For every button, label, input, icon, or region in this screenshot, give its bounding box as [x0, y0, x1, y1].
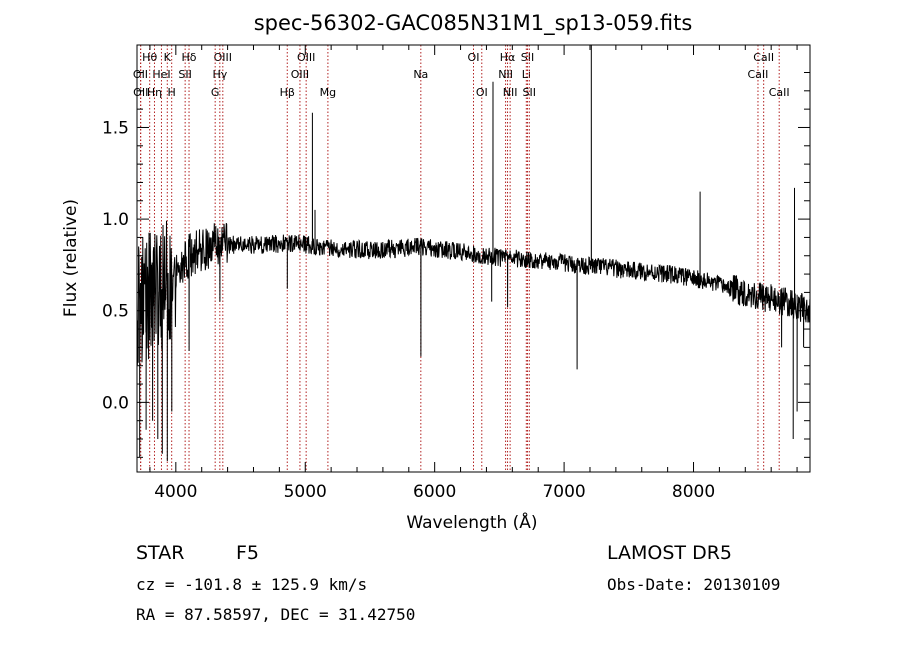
- observation-date: Obs-Date: 20130109: [607, 575, 780, 594]
- spectral-line-label: OI: [468, 51, 480, 64]
- spectral-line-label: Hβ: [280, 86, 295, 99]
- spectral-line-label: OIII: [297, 51, 315, 64]
- spectral-line-label: K: [164, 51, 172, 64]
- chart-title: spec-56302-GAC085N31M1_sp13-059.fits: [254, 11, 693, 36]
- spectral-line-label: Li: [522, 68, 531, 81]
- x-tick-label: 4000: [154, 482, 197, 502]
- y-axis-label: Flux (relative): [61, 199, 81, 317]
- spectral-line-label: Hγ: [212, 68, 227, 81]
- coordinates-readout: RA = 87.58597, DEC = 31.42750: [136, 605, 415, 624]
- spectral-line-label: NII: [498, 68, 513, 81]
- survey-name: LAMOST DR5: [607, 542, 732, 564]
- spectral-line-label: Mg: [320, 86, 336, 99]
- spectral-line-label: H: [168, 86, 176, 99]
- x-tick-label: 7000: [542, 482, 585, 502]
- spectral-line-label: OIII: [291, 68, 309, 81]
- x-tick-label: 5000: [284, 482, 327, 502]
- x-axis-label: Wavelength (Å): [406, 511, 537, 533]
- y-tick-label: 0.5: [102, 302, 129, 322]
- spectral-line-label: SII: [178, 68, 191, 81]
- y-tick-label: 1.5: [102, 118, 129, 138]
- y-tick-label: 1.0: [102, 210, 129, 230]
- spectrum-series: [136, 44, 811, 462]
- spectral-line-label: Hθ: [142, 51, 157, 64]
- spectral-line-label: OI: [476, 86, 488, 99]
- y-tick-label: 0.0: [102, 393, 129, 413]
- spectral-line-label: HeI: [152, 68, 170, 81]
- object-type: STAR: [136, 542, 184, 564]
- spectral-line-label: CaII: [753, 51, 774, 64]
- spectral-line-label: SII: [521, 51, 534, 64]
- spectral-line-label: Hδ: [182, 51, 197, 64]
- spectral-line-label: Hη: [147, 86, 162, 99]
- spectrum-line: [136, 44, 811, 462]
- spectral-line-label: NII: [503, 86, 518, 99]
- spectral-line-label: CaII: [769, 86, 790, 99]
- x-tick-label: 8000: [672, 482, 715, 502]
- object-subclass: F5: [236, 542, 259, 564]
- x-tick-label: 6000: [413, 482, 456, 502]
- spectral-line-label: G: [211, 86, 220, 99]
- axis-ticks: 4000 5000 6000 7000 8000 0.0 0.5 1.0 1.5: [102, 45, 810, 502]
- plot-frame: [136, 44, 811, 473]
- spectral-line-label: SII: [523, 86, 536, 99]
- spectral-line-label: CaII: [748, 68, 769, 81]
- spectral-line-label: Hα: [500, 51, 516, 64]
- spectral-line-label: Na: [413, 68, 428, 81]
- redshift-readout: cz = -101.8 ± 125.9 km/s: [136, 575, 367, 594]
- spectral-line-label: OIII: [214, 51, 232, 64]
